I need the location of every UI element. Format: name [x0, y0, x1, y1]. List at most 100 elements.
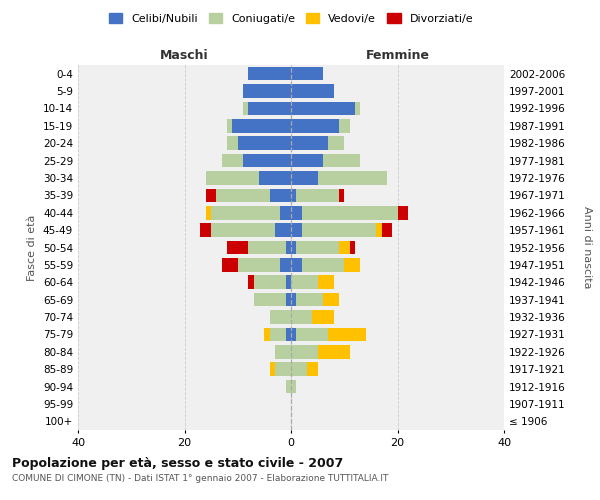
- Bar: [291, 119, 350, 132]
- Bar: [291, 345, 317, 358]
- Bar: [291, 67, 323, 80]
- Bar: [291, 328, 296, 341]
- Bar: [291, 188, 339, 202]
- Bar: [291, 258, 360, 272]
- Bar: [270, 328, 291, 341]
- Bar: [248, 67, 291, 80]
- Text: COMUNE DI CIMONE (TN) - Dati ISTAT 1° gennaio 2007 - Elaborazione TUTTITALIA.IT: COMUNE DI CIMONE (TN) - Dati ISTAT 1° ge…: [12, 474, 388, 483]
- Bar: [291, 328, 365, 341]
- Bar: [291, 171, 387, 185]
- Y-axis label: Anni di nascita: Anni di nascita: [582, 206, 592, 289]
- Bar: [291, 362, 317, 376]
- Bar: [270, 362, 291, 376]
- Bar: [291, 258, 360, 272]
- Bar: [275, 345, 291, 358]
- Bar: [291, 171, 387, 185]
- Bar: [291, 206, 302, 220]
- Bar: [291, 224, 376, 237]
- Bar: [291, 206, 408, 220]
- Bar: [200, 224, 291, 237]
- Bar: [227, 119, 291, 132]
- Bar: [232, 119, 291, 132]
- Bar: [291, 102, 360, 115]
- Bar: [291, 84, 334, 98]
- Bar: [291, 310, 313, 324]
- Bar: [291, 293, 339, 306]
- Text: Femmine: Femmine: [365, 50, 430, 62]
- Bar: [291, 102, 360, 115]
- Bar: [227, 136, 291, 150]
- Bar: [291, 136, 344, 150]
- Bar: [291, 119, 339, 132]
- Bar: [291, 224, 392, 237]
- Bar: [291, 345, 350, 358]
- Bar: [291, 84, 334, 98]
- Bar: [291, 206, 398, 220]
- Bar: [291, 102, 360, 115]
- Bar: [248, 67, 291, 80]
- Bar: [270, 310, 291, 324]
- Bar: [291, 224, 302, 237]
- Bar: [222, 154, 291, 168]
- Bar: [291, 328, 365, 341]
- Bar: [291, 293, 323, 306]
- Bar: [206, 171, 291, 185]
- Bar: [286, 328, 291, 341]
- Bar: [286, 380, 291, 394]
- Bar: [243, 102, 291, 115]
- Bar: [291, 380, 296, 394]
- Bar: [291, 258, 344, 272]
- Bar: [248, 240, 291, 254]
- Bar: [286, 293, 291, 306]
- Bar: [291, 224, 382, 237]
- Bar: [248, 67, 291, 80]
- Bar: [248, 67, 291, 80]
- Bar: [291, 276, 334, 289]
- Bar: [270, 362, 291, 376]
- Bar: [291, 119, 350, 132]
- Bar: [291, 362, 317, 376]
- Bar: [275, 345, 291, 358]
- Text: Popolazione per età, sesso e stato civile - 2007: Popolazione per età, sesso e stato civil…: [12, 458, 343, 470]
- Bar: [206, 206, 291, 220]
- Bar: [291, 258, 302, 272]
- Bar: [227, 119, 291, 132]
- Bar: [211, 224, 291, 237]
- Bar: [254, 276, 291, 289]
- Bar: [291, 276, 334, 289]
- Bar: [291, 240, 339, 254]
- Bar: [270, 188, 291, 202]
- Bar: [243, 102, 291, 115]
- Bar: [243, 84, 291, 98]
- Bar: [254, 293, 291, 306]
- Bar: [286, 380, 291, 394]
- Bar: [238, 258, 291, 272]
- Bar: [291, 188, 339, 202]
- Bar: [291, 276, 317, 289]
- Legend: Celibi/Nubili, Coniugati/e, Vedovi/e, Divorziati/e: Celibi/Nubili, Coniugati/e, Vedovi/e, Di…: [104, 8, 478, 28]
- Bar: [270, 310, 291, 324]
- Bar: [291, 136, 328, 150]
- Bar: [275, 345, 291, 358]
- Bar: [291, 310, 334, 324]
- Bar: [238, 258, 291, 272]
- Bar: [291, 380, 296, 394]
- Bar: [291, 154, 323, 168]
- Bar: [275, 224, 291, 237]
- Bar: [217, 188, 291, 202]
- Bar: [291, 362, 307, 376]
- Bar: [243, 84, 291, 98]
- Bar: [248, 102, 291, 115]
- Bar: [291, 240, 355, 254]
- Bar: [206, 206, 291, 220]
- Bar: [243, 102, 291, 115]
- Bar: [222, 154, 291, 168]
- Bar: [211, 206, 291, 220]
- Bar: [291, 293, 339, 306]
- Bar: [227, 136, 291, 150]
- Bar: [222, 258, 291, 272]
- Bar: [259, 171, 291, 185]
- Bar: [243, 154, 291, 168]
- Bar: [291, 310, 334, 324]
- Bar: [243, 84, 291, 98]
